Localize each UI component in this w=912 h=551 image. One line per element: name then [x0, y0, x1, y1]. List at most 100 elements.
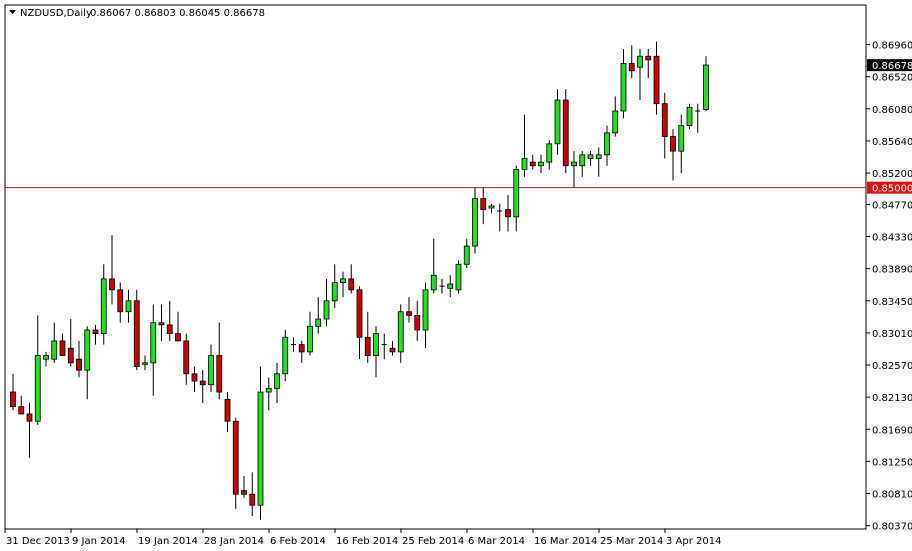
candle: [175, 311, 181, 342]
candle: [84, 326, 91, 400]
level-price-tag: [867, 181, 912, 194]
candle-body: [191, 373, 198, 382]
collapse-triangle-icon[interactable]: [9, 10, 16, 14]
y-tick-label: 0.86080: [872, 105, 912, 116]
candle: [637, 48, 643, 101]
candle: [67, 319, 74, 367]
candle: [331, 264, 338, 309]
candle-body: [340, 278, 346, 283]
candle: [59, 333, 66, 356]
candle: [505, 194, 511, 232]
candle: [315, 297, 322, 334]
candle-body: [538, 161, 544, 167]
candle: [430, 238, 437, 294]
candle: [480, 187, 487, 225]
candle-body: [472, 198, 478, 247]
candle-body: [505, 209, 511, 218]
candle-body: [34, 355, 41, 422]
candle: [183, 333, 190, 385]
candle: [282, 329, 289, 382]
candle-body: [422, 289, 429, 331]
candle-body: [356, 289, 363, 338]
candle: [133, 289, 140, 371]
candle-body: [397, 311, 404, 353]
candle-body: [232, 420, 239, 495]
candle-body: [645, 55, 652, 61]
candle-body: [686, 106, 693, 127]
candle-body: [125, 300, 132, 313]
y-tick-label: 0.84770: [872, 200, 912, 211]
candle: [18, 395, 25, 415]
candle: [76, 340, 82, 378]
candle-body: [109, 278, 115, 291]
candle-body: [241, 490, 247, 495]
candle: [414, 300, 421, 341]
candle-body: [117, 289, 124, 313]
time-axis: 31 Dec 2013 9 Jan 2014 19 Jan 2014 28 Jan 2…: [4, 529, 721, 547]
candle-body: [26, 413, 33, 422]
candle-body: [480, 198, 487, 210]
candle: [125, 289, 132, 323]
candle: [166, 300, 173, 341]
candle-body: [587, 154, 594, 159]
candle: [298, 340, 305, 363]
x-tick-label: 28 Jan 2014: [204, 536, 264, 547]
level-price-label: 0.85000: [872, 184, 912, 195]
y-tick-label: 0.83010: [872, 329, 912, 340]
candle-body: [637, 55, 643, 68]
candle: [670, 129, 676, 181]
candle: [43, 351, 49, 367]
candle-body: [406, 311, 412, 316]
candle-body: [348, 278, 355, 291]
candle-body: [571, 161, 577, 167]
y-tick-label: 0.84330: [872, 233, 912, 244]
candle-body: [224, 398, 231, 422]
candle-body: [257, 391, 264, 506]
candle-body: [158, 322, 165, 326]
y-tick-label: 0.86520: [872, 73, 912, 84]
plot-area[interactable]: [4, 4, 867, 530]
candle: [397, 304, 404, 363]
candle: [348, 264, 355, 294]
x-tick-label: 25 Feb 2014: [402, 536, 464, 547]
candle: [463, 238, 470, 268]
candle-body: [546, 143, 553, 163]
candle-body: [10, 391, 16, 408]
candle: [521, 114, 528, 177]
candle-body: [521, 158, 528, 170]
candle: [447, 275, 454, 298]
candle: [439, 278, 445, 294]
candle: [695, 103, 701, 133]
x-tick-label: 25 Mar 2014: [600, 536, 663, 547]
candle: [595, 147, 602, 177]
candle: [587, 151, 594, 166]
candle-body: [84, 329, 91, 371]
y-tick-label: 0.82130: [872, 393, 912, 404]
candle-body: [166, 324, 173, 335]
candle-body: [315, 318, 322, 327]
candle: [472, 187, 478, 254]
candle: [323, 278, 330, 327]
candle: [109, 235, 115, 305]
candle: [604, 125, 610, 166]
candle: [150, 304, 157, 396]
candle-body: [274, 373, 280, 389]
candle-body: [142, 362, 148, 365]
candle-body: [100, 278, 107, 335]
candle: [678, 114, 685, 174]
candle-body: [199, 380, 206, 386]
x-tick-label: 6 Mar 2014: [468, 536, 525, 547]
candle-body: [414, 314, 421, 331]
candle-body: [51, 340, 58, 360]
x-tick-label: 9 Jan 2014: [72, 536, 126, 547]
candle: [422, 282, 429, 349]
candle: [579, 151, 586, 177]
y-tick-label: 0.85200: [872, 169, 912, 180]
candle: [249, 472, 256, 517]
candle-body: [373, 333, 379, 356]
candle: [513, 165, 520, 232]
candles: [10, 41, 709, 520]
candle-body: [628, 63, 635, 72]
candle: [661, 92, 668, 159]
